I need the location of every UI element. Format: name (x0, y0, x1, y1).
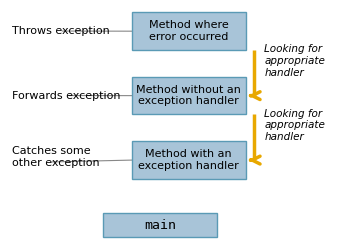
Text: Looking for
appropriate
handler: Looking for appropriate handler (264, 44, 325, 77)
Text: Method with an
exception handler: Method with an exception handler (138, 149, 239, 171)
Text: Forwards exception: Forwards exception (12, 91, 120, 101)
Text: Catches some
other exception: Catches some other exception (12, 146, 99, 168)
FancyBboxPatch shape (132, 77, 246, 114)
FancyBboxPatch shape (132, 12, 246, 50)
FancyBboxPatch shape (132, 141, 246, 179)
Text: Method without an
exception handler: Method without an exception handler (136, 85, 241, 107)
Text: Looking for
appropriate
handler: Looking for appropriate handler (264, 109, 325, 142)
Text: Method where
error occurred: Method where error occurred (149, 20, 229, 42)
Text: Throws exception: Throws exception (12, 26, 109, 36)
FancyBboxPatch shape (103, 213, 217, 237)
Text: main: main (144, 219, 176, 232)
